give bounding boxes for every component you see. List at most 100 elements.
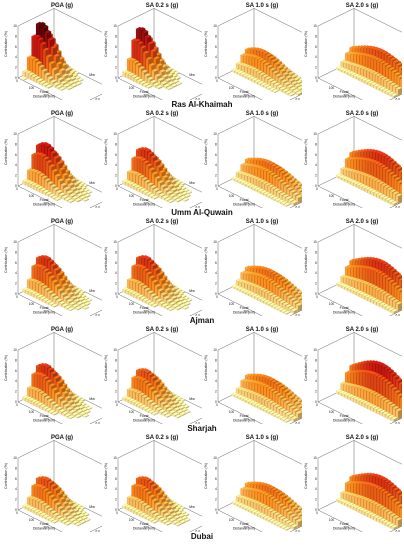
deaggregation-panel: PGA (g)024681001002003004004.05.06.07.08… xyxy=(2,324,102,424)
x-tick-label: 200 xyxy=(43,93,49,97)
panel-title: SA 2.0 s (g) xyxy=(346,3,378,9)
panel-title: PGA (g) xyxy=(51,219,73,225)
deaggregation-panel: SA 0.2 s (g)024681001002003004004.05.06.… xyxy=(102,432,202,532)
x-tick-label: 100 xyxy=(129,86,135,90)
contribution-bar xyxy=(167,307,175,312)
deaggregation-panel: SA 2.0 s (g)024681001002003004004.05.06.… xyxy=(302,324,402,424)
x-axis-label-line2: Distance (km) xyxy=(133,95,155,99)
deaggregation-panel: SA 2.0 s (g)024681001002003004004.05.06.… xyxy=(302,432,402,532)
z-tick-label: 8 xyxy=(15,466,17,470)
x-axis-label-line2: Distance (km) xyxy=(133,527,155,531)
z-tick-label: 8 xyxy=(315,34,317,38)
x-tick-label: 200 xyxy=(143,93,149,97)
z-tick-label: 8 xyxy=(315,358,317,362)
contribution-bar xyxy=(179,411,187,417)
y-tick-label: 6.0 xyxy=(96,98,101,101)
y-tick-label: 6.0 xyxy=(396,530,401,533)
x-tick-label: 100 xyxy=(29,518,35,522)
z-tick-label: 2 xyxy=(15,282,17,286)
deaggregation-panel: SA 2.0 s (g)024681001002003004004.05.06.… xyxy=(302,108,402,208)
x-tick-label: 100 xyxy=(129,194,135,198)
y-axis-label: Mw xyxy=(89,181,95,185)
x-tick-label: 200 xyxy=(343,309,349,313)
x-axis-label-line2: Distance (km) xyxy=(333,203,355,207)
panel-title: SA 1.0 s (g) xyxy=(246,327,278,333)
z-tick-label: 8 xyxy=(15,142,17,146)
panel-title: SA 2.0 s (g) xyxy=(346,327,378,333)
x-axis-label-line2: Distance (km) xyxy=(33,419,55,423)
z-tick-label: 4 xyxy=(215,271,217,275)
z-tick-label: 4 xyxy=(115,271,117,275)
x-tick-label: 100 xyxy=(129,302,135,306)
x-axis-label-line1: Focal xyxy=(140,522,149,526)
x-tick-label: 200 xyxy=(143,201,149,205)
z-axis-label: Contribution (%) xyxy=(204,31,208,57)
y-tick-label: 6.0 xyxy=(296,98,301,101)
contribution-bar xyxy=(151,195,159,200)
z-tick-label: 6 xyxy=(15,477,17,481)
z-tick-label: 6 xyxy=(315,477,317,481)
panel-title: SA 0.2 s (g) xyxy=(146,111,178,117)
z-tick-label: 6 xyxy=(115,153,117,157)
contribution-bar xyxy=(174,198,182,203)
x-axis-label-line2: Distance (km) xyxy=(33,311,55,315)
deaggregation-panel: SA 0.2 s (g)024681001002003004004.05.06.… xyxy=(102,108,202,208)
contribution-bar xyxy=(174,522,182,527)
contribution-bar xyxy=(164,413,172,418)
z-tick-label: 8 xyxy=(115,358,117,362)
z-tick-label: 4 xyxy=(115,55,117,59)
x-axis-label-line1: Focal xyxy=(340,306,349,310)
bar3d-chart: SA 0.2 s (g)024681001002003004004.05.06.… xyxy=(104,219,202,316)
contribution-bar xyxy=(395,517,402,528)
x-tick-label: 0 xyxy=(116,295,118,299)
z-tick-label: 6 xyxy=(115,477,117,481)
z-tick-label: 6 xyxy=(15,153,17,157)
z-tick-label: 6 xyxy=(215,477,217,481)
deaggregation-panel: SA 0.2 s (g)024681001002003004004.05.06.… xyxy=(102,216,202,316)
contribution-bar xyxy=(151,303,159,308)
contribution-bar xyxy=(67,198,75,204)
x-axis-label-line2: Distance (km) xyxy=(233,527,255,531)
x-tick-label: 0 xyxy=(116,511,118,515)
z-tick-label: 10 xyxy=(113,132,117,136)
x-tick-label: 200 xyxy=(243,93,249,97)
z-tick-label: 4 xyxy=(15,487,17,491)
x-axis-label-line2: Distance (km) xyxy=(33,203,55,207)
contribution-bar xyxy=(74,414,82,419)
z-tick-label: 6 xyxy=(215,369,217,373)
z-axis-label: Contribution (%) xyxy=(4,247,8,273)
x-tick-label: 0 xyxy=(216,187,218,191)
z-tick-label: 8 xyxy=(115,466,117,470)
contribution-bar xyxy=(71,303,79,309)
z-tick-label: 2 xyxy=(315,498,317,502)
z-tick-label: 8 xyxy=(315,250,317,254)
z-tick-label: 4 xyxy=(315,487,317,491)
deaggregation-panel: SA 1.0 s (g)024681001002003004004.05.06.… xyxy=(202,0,302,100)
contribution-bar xyxy=(395,193,402,204)
y-tick-label: 6.0 xyxy=(96,422,101,425)
z-tick-label: 2 xyxy=(215,390,217,394)
contribution-bar xyxy=(74,522,82,527)
x-tick-label: 0 xyxy=(316,79,318,83)
x-tick-label: 200 xyxy=(143,309,149,313)
contribution-bar xyxy=(174,306,182,311)
x-tick-label: 100 xyxy=(329,194,335,198)
z-tick-label: 4 xyxy=(115,487,117,491)
z-tick-label: 4 xyxy=(315,55,317,59)
z-tick-label: 0 xyxy=(315,508,317,512)
y-axis-label: Mw xyxy=(89,289,95,293)
x-axis-label-line1: Focal xyxy=(240,306,249,310)
z-tick-label: 6 xyxy=(315,45,317,49)
z-axis-label: Contribution (%) xyxy=(4,139,8,165)
x-axis-label-line2: Distance (km) xyxy=(333,527,355,531)
bar3d-chart: SA 0.2 s (g)024681001002003004004.05.06.… xyxy=(104,435,202,533)
contribution-bar xyxy=(51,519,59,524)
x-tick-label: 200 xyxy=(143,525,149,529)
z-tick-label: 6 xyxy=(215,261,217,265)
z-tick-label: 2 xyxy=(15,174,17,178)
contribution-bar xyxy=(166,85,173,91)
z-tick-label: 4 xyxy=(115,379,117,383)
y-tick-label: 6.0 xyxy=(196,530,201,533)
contribution-bar xyxy=(74,197,82,203)
